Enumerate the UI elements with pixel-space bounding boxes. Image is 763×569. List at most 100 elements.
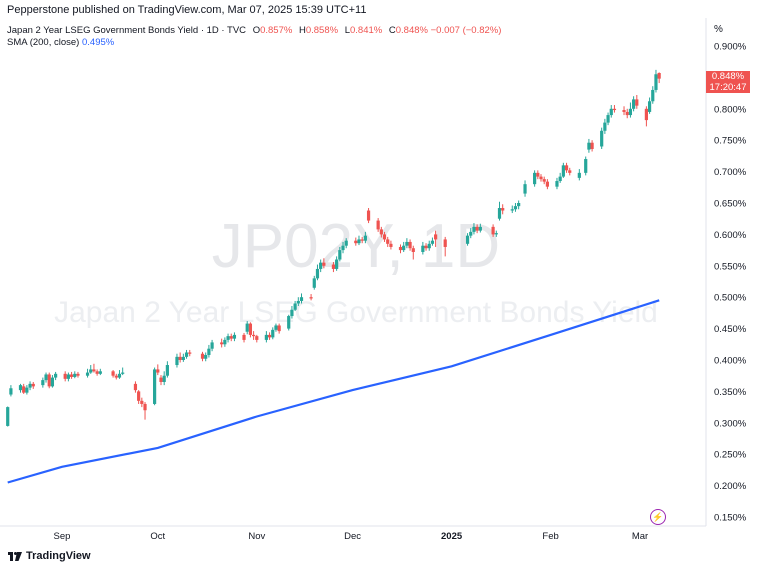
candle: [651, 86, 655, 104]
candle: [430, 237, 435, 246]
candle: [31, 381, 35, 389]
candle: [622, 106, 626, 116]
candle-body: [73, 373, 77, 377]
candle-body: [200, 353, 205, 359]
candles-series: [6, 69, 661, 427]
candle: [25, 385, 29, 395]
candle-body: [63, 373, 67, 379]
candle: [252, 331, 256, 340]
candle: [137, 390, 141, 404]
candle-body: [47, 374, 51, 387]
candle: [159, 375, 163, 386]
candle-body: [204, 354, 208, 359]
high-value: 0.858%: [305, 25, 339, 36]
candle: [354, 237, 358, 246]
candle-body: [606, 115, 610, 123]
candle-body: [309, 297, 313, 299]
candle-body: [635, 99, 639, 106]
candle-body: [153, 369, 157, 404]
candle-body: [338, 250, 342, 260]
price-axis[interactable]: 0.900%0.850%0.800%0.750%0.700%0.650%0.60…: [714, 42, 747, 524]
candle: [312, 275, 316, 290]
candle-body: [430, 240, 435, 244]
candle-body: [379, 229, 383, 235]
sma-label[interactable]: SMA (200, close): [7, 37, 80, 48]
candle-body: [600, 130, 604, 147]
candle-body: [41, 380, 45, 386]
candle-body: [587, 142, 591, 150]
symbol-legend: Japan 2 Year LSEG Government Bonds Yield…: [7, 25, 501, 36]
candle: [63, 371, 67, 382]
candle-body: [363, 235, 367, 241]
y-tick-label: 0.350%: [714, 387, 747, 398]
candle: [584, 156, 588, 176]
candle-body: [603, 122, 607, 131]
candle-body: [584, 159, 588, 173]
candle: [501, 204, 505, 215]
sma-legend: SMA (200, close) 0.495%: [7, 37, 114, 48]
candle-body: [178, 356, 182, 360]
candle-body: [609, 108, 613, 116]
candle-body: [18, 385, 23, 391]
candle: [181, 353, 185, 362]
candle: [223, 337, 227, 347]
candle: [494, 230, 498, 237]
candle-body: [252, 334, 256, 337]
candle: [657, 72, 661, 84]
candle: [644, 106, 648, 127]
candle-body: [114, 375, 118, 378]
candle: [603, 118, 607, 134]
candle: [434, 230, 438, 247]
candle-body: [184, 352, 189, 357]
y-axis-unit: %: [714, 24, 723, 35]
candle: [465, 233, 470, 246]
open-label: O: [252, 25, 261, 36]
candle-body: [357, 239, 361, 244]
candle-body: [76, 373, 80, 376]
candle: [207, 344, 211, 358]
symbol-line[interactable]: Japan 2 Year LSEG Government Bonds Yield…: [7, 25, 247, 36]
candle: [472, 223, 476, 235]
footer-branding[interactable]: TradingView: [8, 550, 91, 562]
sma-value: 0.495%: [81, 37, 115, 48]
candle: [357, 235, 361, 246]
candle-body: [293, 303, 297, 310]
candle-body: [494, 233, 498, 235]
candle: [382, 231, 387, 242]
candle-body: [248, 323, 253, 335]
candle-body: [523, 184, 527, 194]
candle-body: [517, 203, 521, 207]
candle: [267, 332, 272, 340]
candle: [44, 372, 48, 383]
candle: [344, 238, 348, 249]
candle-body: [427, 243, 431, 249]
candle-body: [210, 342, 214, 349]
y-tick-label: 0.400%: [714, 356, 747, 367]
candle: [363, 231, 367, 244]
candle-body: [207, 348, 211, 355]
candle-body: [335, 259, 339, 269]
candle: [590, 140, 594, 152]
candle: [564, 162, 569, 173]
flash-icon[interactable]: ⚡: [650, 509, 666, 525]
candle-body: [31, 383, 35, 387]
candle: [111, 370, 115, 378]
candle: [226, 333, 230, 343]
candle-body: [590, 142, 594, 149]
candle-body: [162, 375, 166, 382]
candle-body: [382, 234, 387, 240]
candle-body: [654, 74, 658, 90]
candle: [188, 349, 192, 357]
candle: [322, 258, 326, 269]
x-tick-label: Mar: [632, 531, 648, 542]
candle: [338, 246, 342, 262]
candle-body: [513, 206, 518, 210]
candle: [143, 402, 147, 420]
candle: [47, 372, 51, 389]
candle: [577, 169, 581, 181]
candle: [360, 236, 364, 244]
candle: [628, 102, 633, 118]
time-axis[interactable]: Sep Oct Nov Dec 2025 Feb Mar: [54, 531, 649, 542]
candle-body: [245, 323, 249, 332]
